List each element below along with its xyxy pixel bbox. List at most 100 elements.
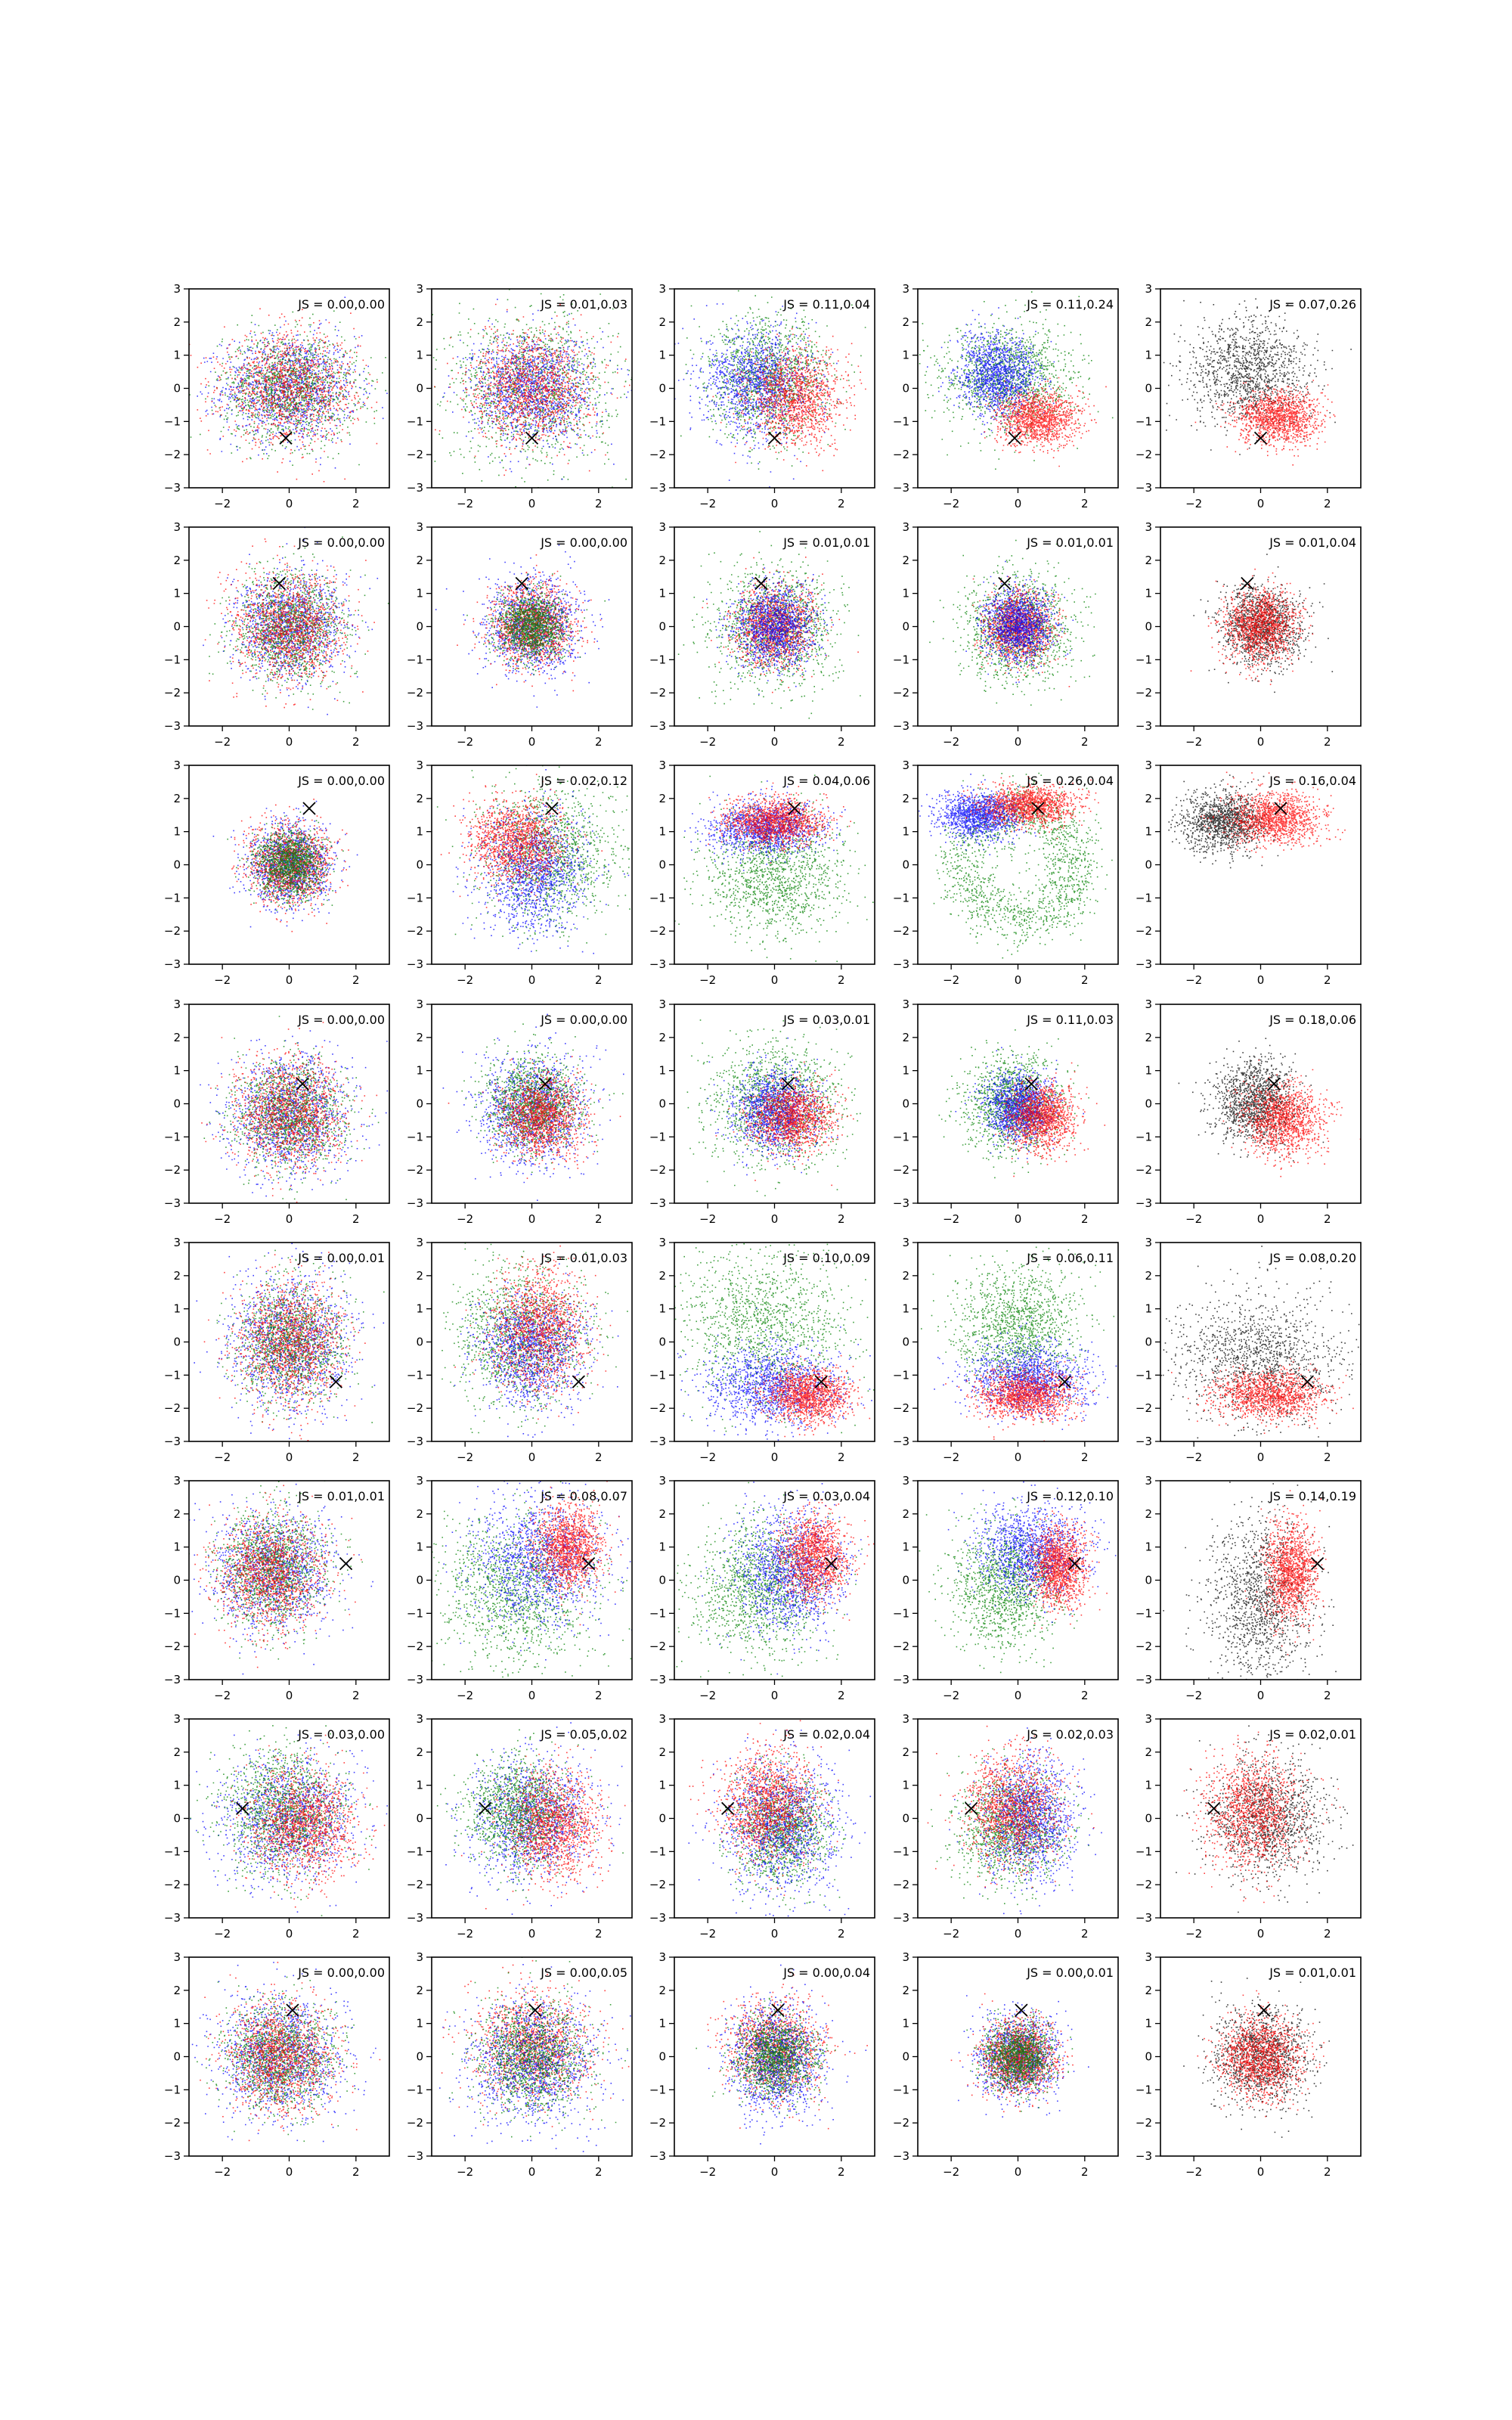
y-tick-label: 3 <box>902 1712 909 1726</box>
y-tick-label: −2 <box>649 924 666 938</box>
y-tick-label: 2 <box>173 792 181 805</box>
js-score-label: JS = 0.00,0.00 <box>540 1013 627 1027</box>
y-tick-label: 3 <box>1145 1236 1152 1249</box>
y-tick-label: 3 <box>1145 759 1152 772</box>
y-tick-label: 0 <box>416 1097 423 1111</box>
x-tick-label: 2 <box>1081 735 1089 749</box>
x-tick-label: −2 <box>457 1212 473 1226</box>
y-tick-label: 2 <box>658 554 666 567</box>
x-tick-label: 0 <box>1015 973 1022 987</box>
y-tick-label: 0 <box>416 1336 423 1349</box>
y-tick-label: −1 <box>1136 414 1152 428</box>
js-score-label: JS = 0.01,0.01 <box>782 535 870 550</box>
x-tick-label: 0 <box>528 1689 536 1702</box>
x-tick-label: 2 <box>595 1927 603 1941</box>
y-tick-label: 2 <box>902 1269 909 1283</box>
x-tick-label: 2 <box>595 1689 603 1702</box>
x-tick-label: −2 <box>457 735 473 749</box>
y-tick-label: −3 <box>649 1435 666 1448</box>
y-tick-label: 3 <box>173 520 181 534</box>
y-tick-label: −3 <box>164 1196 181 1210</box>
x-tick-label: −2 <box>943 1450 959 1464</box>
y-tick-label: −1 <box>649 891 666 904</box>
y-tick-label: 2 <box>1145 554 1152 567</box>
y-tick-label: 1 <box>658 1779 666 1792</box>
x-tick-label: 2 <box>595 2165 603 2179</box>
y-tick-label: 1 <box>416 1779 423 1792</box>
y-tick-label: −2 <box>1136 1401 1152 1415</box>
y-tick-label: 2 <box>902 554 909 567</box>
y-tick-label: −3 <box>649 2149 666 2163</box>
x-tick-label: 2 <box>838 2165 845 2179</box>
y-tick-label: −1 <box>407 414 423 428</box>
y-tick-label: −1 <box>893 891 909 904</box>
y-tick-label: −3 <box>649 957 666 971</box>
y-tick-label: 1 <box>416 2017 423 2031</box>
y-tick-label: 2 <box>658 1984 666 1997</box>
x-tick-label: −2 <box>699 735 716 749</box>
y-tick-label: −3 <box>407 2149 423 2163</box>
y-tick-label: −2 <box>407 448 423 461</box>
y-tick-label: 0 <box>416 382 423 396</box>
y-tick-label: −2 <box>164 686 181 700</box>
y-tick-label: 0 <box>902 858 909 872</box>
js-score-label: JS = 0.07,0.26 <box>1269 297 1356 312</box>
y-tick-label: −2 <box>164 2116 181 2130</box>
y-tick-label: 0 <box>416 858 423 872</box>
x-tick-label: 2 <box>352 1689 360 1702</box>
y-tick-label: 1 <box>902 1302 909 1316</box>
js-score-label: JS = 0.04,0.06 <box>782 774 870 788</box>
y-tick-label: −2 <box>407 2116 423 2130</box>
x-tick-label: 0 <box>1257 1450 1265 1464</box>
y-tick-label: 2 <box>902 1507 909 1521</box>
js-score-label: JS = 0.26,0.04 <box>1026 774 1114 788</box>
y-tick-label: −3 <box>164 481 181 495</box>
y-tick-label: −1 <box>407 891 423 904</box>
x-tick-label: 2 <box>1324 1212 1331 1226</box>
y-tick-label: 1 <box>902 2017 909 2031</box>
x-tick-label: 0 <box>528 2165 536 2179</box>
x-tick-label: 2 <box>1324 735 1331 749</box>
js-score-label: JS = 0.02,0.04 <box>782 1727 870 1742</box>
x-tick-label: 0 <box>1257 735 1265 749</box>
y-tick-label: 1 <box>416 349 423 362</box>
x-tick-label: 0 <box>1015 1927 1022 1941</box>
y-tick-label: 1 <box>416 1302 423 1316</box>
x-tick-label: −2 <box>214 497 231 510</box>
y-tick-label: 3 <box>416 520 423 534</box>
y-tick-label: 2 <box>173 1745 181 1759</box>
y-tick-label: 2 <box>1145 1745 1152 1759</box>
y-tick-label: 3 <box>658 282 666 296</box>
x-tick-label: 0 <box>1015 1689 1022 1702</box>
x-tick-label: −2 <box>699 1212 716 1226</box>
y-tick-label: −1 <box>1136 2083 1152 2096</box>
x-tick-label: 0 <box>771 1927 779 1941</box>
x-tick-label: 0 <box>286 1927 293 1941</box>
x-tick-label: 0 <box>1015 1212 1022 1226</box>
x-tick-label: 0 <box>771 1450 779 1464</box>
y-tick-label: −2 <box>1136 1878 1152 1891</box>
y-tick-label: −2 <box>649 1878 666 1891</box>
x-tick-label: −2 <box>699 973 716 987</box>
y-tick-label: −3 <box>407 481 423 495</box>
js-score-label: JS = 0.01,0.04 <box>1269 535 1356 550</box>
y-tick-label: −1 <box>407 1368 423 1382</box>
y-tick-label: 2 <box>416 1745 423 1759</box>
y-tick-label: −2 <box>1136 448 1152 461</box>
x-tick-label: 0 <box>771 973 779 987</box>
x-tick-label: −2 <box>943 497 959 510</box>
js-score-label: JS = 0.02,0.01 <box>1269 1727 1356 1742</box>
js-score-label: JS = 0.03,0.01 <box>782 1013 870 1027</box>
y-tick-label: 0 <box>902 382 909 396</box>
x-tick-label: 2 <box>1081 1450 1089 1464</box>
y-tick-label: −1 <box>1136 1844 1152 1858</box>
y-tick-label: 1 <box>1145 349 1152 362</box>
y-tick-label: 1 <box>658 2017 666 2031</box>
y-tick-label: 3 <box>902 1950 909 1964</box>
x-tick-label: 2 <box>838 1689 845 1702</box>
y-tick-label: −2 <box>893 686 909 700</box>
y-tick-label: 1 <box>902 825 909 839</box>
y-tick-label: −3 <box>164 2149 181 2163</box>
y-tick-label: 2 <box>173 554 181 567</box>
y-tick-label: −3 <box>893 1673 909 1686</box>
